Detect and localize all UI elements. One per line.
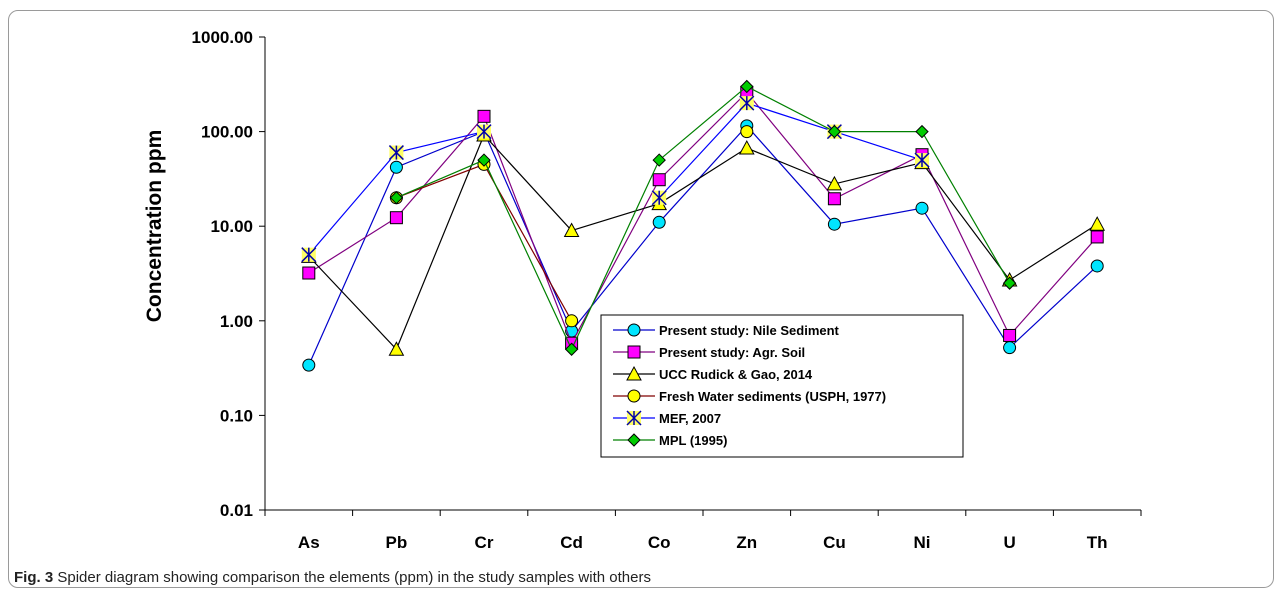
legend-item: Present study: Nile Sediment	[613, 323, 840, 338]
series-2	[302, 85, 1104, 350]
legend-item: MPL (1995)	[613, 433, 727, 448]
legend-marker	[627, 389, 641, 403]
data-point	[827, 124, 842, 139]
data-point	[1090, 230, 1104, 244]
x-tick-label: Cu	[823, 533, 846, 552]
data-point	[302, 266, 316, 280]
x-tick-label: U	[1003, 533, 1015, 552]
data-point	[563, 222, 580, 238]
data-point	[739, 95, 755, 111]
series-line	[308, 133, 1098, 351]
data-point	[740, 79, 754, 94]
x-tick-label: Zn	[736, 533, 757, 552]
data-point	[301, 247, 317, 263]
x-tick-label: Co	[648, 533, 671, 552]
legend-item: Fresh Water sediments (USPH, 1977)	[613, 389, 886, 404]
data-point	[915, 124, 929, 139]
series-line	[396, 163, 573, 322]
legend-box	[600, 314, 964, 458]
y-tick-label: 0.01	[220, 501, 253, 520]
data-point	[388, 341, 405, 356]
legend-marker	[627, 433, 641, 447]
legend-marker	[627, 345, 641, 359]
figure-label: Fig. 3	[14, 569, 54, 586]
data-point	[1090, 259, 1104, 273]
data-point	[477, 153, 491, 167]
data-point	[476, 124, 492, 140]
series-line	[308, 124, 1098, 366]
y-tick-label: 1.00	[220, 312, 253, 331]
series-line	[308, 91, 1098, 345]
legend-item: MEF, 2007	[613, 410, 721, 426]
legend-label: MPL (1995)	[659, 433, 727, 448]
data-point	[651, 190, 667, 206]
figure-caption-text: Spider diagram showing comparison the el…	[57, 569, 651, 586]
data-point	[826, 175, 843, 191]
data-point	[827, 217, 841, 231]
data-point	[915, 201, 929, 215]
data-point	[740, 125, 754, 139]
legend-item: Present study: Agr. Soil	[613, 345, 805, 360]
data-point	[302, 358, 316, 372]
data-point	[914, 152, 930, 168]
data-point	[1002, 276, 1017, 290]
data-point	[564, 342, 579, 356]
data-point	[1089, 216, 1106, 231]
x-tick-label: Cd	[560, 533, 583, 552]
x-tick-label: Cr	[475, 533, 494, 552]
series-line	[658, 102, 923, 199]
data-point	[565, 314, 579, 328]
data-point	[388, 145, 404, 161]
y-tick-label: 1000.00	[192, 28, 253, 47]
series-line	[396, 85, 1011, 351]
x-tick-label: As	[298, 533, 320, 552]
y-axis-title: Concentration ppm	[143, 130, 166, 323]
data-point	[389, 160, 403, 174]
legend-label: Present study: Nile Sediment	[659, 323, 840, 338]
x-tick-label: Ni	[914, 533, 931, 552]
x-tick-label: Pb	[386, 533, 408, 552]
data-point	[652, 153, 666, 167]
data-point	[1003, 341, 1017, 355]
data-point	[652, 215, 666, 229]
x-tick-label: Th	[1087, 533, 1108, 552]
y-tick-label: 0.10	[220, 406, 253, 425]
legend-label: MEF, 2007	[659, 411, 721, 426]
legend-marker	[626, 365, 642, 381]
data-point	[389, 211, 403, 225]
data-point	[389, 191, 404, 205]
figure-caption: Fig. 3 Spider diagram showing comparison…	[14, 569, 651, 586]
legend-label: UCC Rudick & Gao, 2014	[659, 367, 813, 382]
y-tick-label: 100.00	[201, 123, 253, 142]
legend-marker	[626, 410, 642, 426]
legend-label: Present study: Agr. Soil	[659, 345, 805, 360]
data-point	[738, 139, 755, 155]
data-point	[827, 192, 841, 206]
series-6	[389, 79, 1017, 356]
legend-marker	[627, 323, 641, 337]
series-5	[301, 95, 930, 263]
y-tick-label: 10.00	[210, 217, 253, 236]
data-point	[652, 173, 666, 187]
legend-label: Fresh Water sediments (USPH, 1977)	[659, 389, 886, 404]
data-point	[477, 109, 491, 123]
data-point	[1003, 328, 1017, 342]
legend-item: UCC Rudick & Gao, 2014	[613, 365, 813, 382]
figure-frame	[8, 10, 1274, 588]
